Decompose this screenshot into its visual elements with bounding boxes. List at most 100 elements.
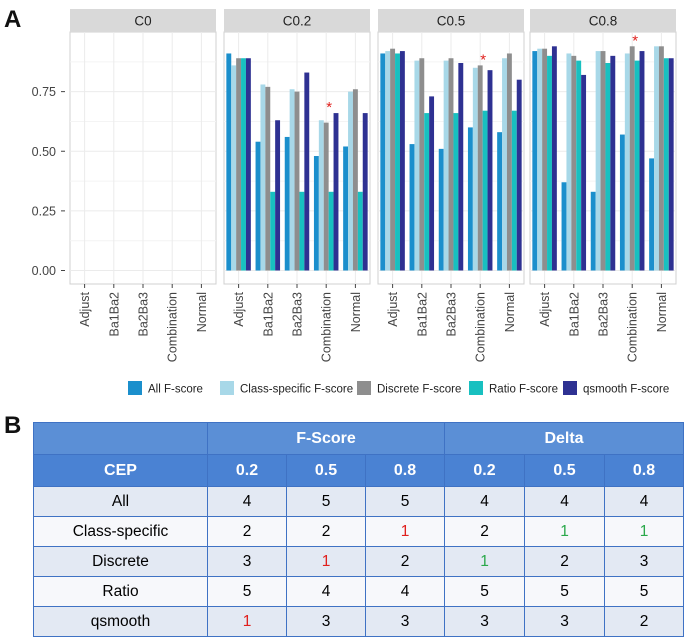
- bar: [424, 113, 430, 271]
- legend-swatch: [220, 381, 234, 395]
- bar: [348, 91, 353, 271]
- x-tick-label: Ba1Ba2: [261, 292, 275, 337]
- bar: [610, 55, 616, 271]
- bar: [453, 113, 459, 271]
- bar: [245, 58, 251, 271]
- table-row-label: Ratio: [33, 576, 208, 607]
- facet-title: C0.5: [437, 14, 466, 29]
- bar: [590, 191, 596, 271]
- bar: [624, 53, 630, 271]
- x-tick-label: Combination: [166, 292, 180, 362]
- bar: [634, 60, 640, 271]
- table-cell: 3: [524, 606, 605, 637]
- bar: [639, 51, 645, 271]
- delta-group-header: Delta: [444, 422, 684, 455]
- x-tick-label: Normal: [195, 292, 209, 332]
- legend-swatch: [469, 381, 483, 395]
- bar: [390, 48, 396, 271]
- bar: [299, 191, 305, 271]
- x-tick-label: Adjust: [538, 291, 552, 326]
- bar: [318, 120, 324, 271]
- x-tick-label: Ba1Ba2: [107, 292, 121, 337]
- bar: [663, 58, 669, 271]
- facet-strip: [70, 9, 216, 32]
- table-row: Class-specific 2 2 1 2 1 1: [33, 516, 684, 547]
- facet-title: C0.8: [589, 14, 618, 29]
- bar: [472, 67, 478, 271]
- x-tick-label: Ba2Ba3: [137, 292, 151, 337]
- table-cell: 4: [365, 576, 445, 607]
- bar: [289, 89, 295, 271]
- table-column-header: 0.2: [207, 454, 287, 487]
- bar: [482, 110, 488, 271]
- bar: [561, 182, 567, 271]
- significance-marker: *: [632, 32, 638, 49]
- bar: [399, 51, 405, 271]
- bar: [304, 72, 310, 271]
- bar: [619, 134, 625, 271]
- x-tick-label: Combination: [474, 292, 488, 362]
- bar: [497, 132, 503, 271]
- bar: [658, 46, 664, 271]
- significance-marker: *: [326, 99, 332, 116]
- bar: [328, 191, 334, 271]
- bar: [571, 55, 577, 271]
- table-cell: 4: [286, 576, 366, 607]
- bar: [537, 48, 543, 271]
- ranking-table: F-Score Delta CEP 0.2 0.5 0.8 0.2 0.5 0.8 All 4…: [33, 422, 684, 637]
- bar: [566, 53, 572, 271]
- bar: [255, 141, 261, 271]
- table-cell: 1: [207, 606, 287, 637]
- x-tick-label: Normal: [655, 292, 669, 332]
- bar: [352, 89, 358, 271]
- facet-strip: [224, 9, 370, 32]
- bar: [395, 53, 400, 271]
- table-cell: 3: [207, 546, 287, 577]
- y-tick-label: 0.50: [32, 145, 56, 159]
- x-tick-label: Normal: [349, 292, 363, 332]
- bar: [576, 60, 582, 271]
- bar: [265, 86, 271, 271]
- bar: [275, 120, 281, 271]
- table-column-header-row: CEP 0.2 0.5 0.8 0.2 0.5 0.8: [33, 454, 684, 487]
- bar: [581, 74, 587, 271]
- table-group-header-row: F-Score Delta: [33, 422, 684, 455]
- table-row-label: qsmooth: [33, 606, 208, 637]
- bar: [294, 91, 300, 271]
- bar: [226, 53, 232, 271]
- legend-label: Class-specific F-score: [240, 384, 353, 396]
- bar: [443, 60, 449, 271]
- x-tick-label: Combination: [320, 292, 334, 362]
- bar: [502, 58, 507, 271]
- table-cell: 5: [286, 486, 366, 517]
- bar: [241, 58, 246, 271]
- table-cell: 2: [524, 546, 605, 577]
- bar: [438, 148, 444, 271]
- legend-label: qsmooth F-score: [583, 384, 669, 396]
- legend-swatch: [357, 381, 371, 395]
- facet-title: C0.2: [283, 14, 312, 29]
- table-cell: 2: [365, 546, 445, 577]
- bar: [629, 46, 635, 271]
- bar: [516, 79, 522, 271]
- table-column-header: 0.2: [444, 454, 525, 487]
- table-column-header: 0.8: [604, 454, 684, 487]
- table-cell: 4: [207, 486, 287, 517]
- bar: [595, 51, 601, 271]
- table-column-header: CEP: [33, 454, 208, 487]
- bar: [668, 58, 674, 271]
- significance-marker: *: [480, 51, 486, 68]
- x-tick-label: Adjust: [78, 291, 92, 326]
- table-row: Discrete 3 1 2 1 2 3: [33, 546, 684, 577]
- legend-label: Ratio F-score: [489, 384, 558, 396]
- x-tick-label: Adjust: [232, 291, 246, 326]
- table-cell: 3: [604, 546, 684, 577]
- table-cell: 3: [286, 606, 366, 637]
- table-cell: 4: [524, 486, 605, 517]
- bar: [458, 63, 464, 271]
- table-cell: 1: [524, 516, 605, 547]
- table-column-header: 0.5: [524, 454, 605, 487]
- bar: [506, 53, 512, 271]
- table-cell: 5: [604, 576, 684, 607]
- bar: [511, 110, 517, 271]
